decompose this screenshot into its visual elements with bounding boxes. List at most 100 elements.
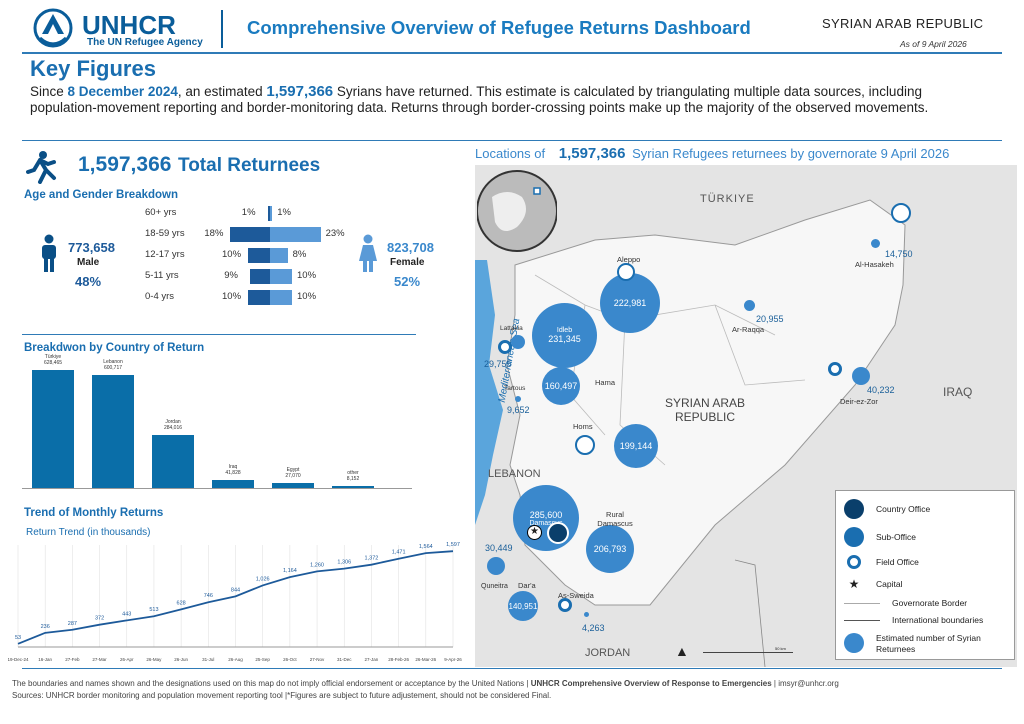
country-value: 41,828 — [225, 470, 241, 477]
report-name: UNHCR Comprehensive Overview of Response… — [530, 679, 772, 688]
trend-x-tick: 31-Jul — [202, 657, 214, 662]
bubble-hasakeh[interactable] — [871, 239, 880, 248]
legend-gov-border: Governorate Border — [844, 598, 967, 608]
intro-post: Syrians have returned. This estimate is … — [30, 84, 929, 115]
sea-shape — [475, 260, 503, 525]
bubble-daraa[interactable]: 140,951 — [508, 591, 538, 621]
bubble-tartous[interactable] — [515, 396, 521, 402]
intl-boundary-line — [844, 619, 880, 621]
bubble-sweida[interactable] — [584, 612, 589, 617]
country-value: 284,016 — [163, 424, 183, 431]
field-office-icon — [828, 362, 842, 376]
bubble-raqqa[interactable] — [744, 300, 755, 311]
legend-label: Field Office — [876, 557, 919, 567]
damascus-value: 285,600 — [529, 509, 563, 520]
bubble-hama[interactable]: 160,497 — [542, 367, 580, 405]
label-syria-1: SYRIAN ARAB — [665, 396, 746, 410]
bubble-homs[interactable]: 199,144 — [614, 424, 658, 468]
legend-returnees: Estimated number of Syrian Returnees — [844, 633, 996, 655]
org-name: UNHCR — [82, 10, 176, 40]
trend-value-label: 287 — [68, 621, 77, 627]
bubble-idleb[interactable]: Idleb 231,345 — [532, 303, 597, 368]
header-divider — [221, 10, 223, 48]
male-label: Male — [77, 257, 100, 268]
rural-damascus-value: 206,793 — [593, 544, 627, 554]
bubble-lattakia[interactable] — [511, 335, 525, 349]
trend-x-tick: 31-Dec — [337, 657, 352, 662]
footer-line-2: Sources: UNHCR border monitoring and pop… — [12, 691, 552, 700]
map-title-post: Syrian Refugees returnees by governorate… — [632, 146, 950, 161]
total-value: 1,597,366 — [78, 153, 172, 176]
trend-x-tick: 27-Jan — [365, 657, 379, 662]
sweida-value: 4,263 — [582, 623, 605, 633]
male-age-pct: 18% — [204, 228, 224, 239]
country-name: Jordan — [165, 418, 181, 425]
key-figures-heading: Key Figures — [30, 56, 156, 81]
country-name: other — [347, 470, 359, 476]
country-bar-label: other 8,152 — [328, 470, 378, 482]
female-pct: 52% — [394, 274, 421, 289]
trend-x-tick: 25-Sep — [255, 657, 270, 662]
bubble-quneitra[interactable] — [487, 557, 505, 575]
legend-intl-boundary: International boundaries — [844, 615, 983, 625]
bubble-aleppo[interactable]: 222,981 — [600, 273, 660, 333]
scale-label: 50 km — [775, 646, 786, 651]
female-age-bar — [270, 206, 273, 221]
female-age-bar — [270, 227, 321, 242]
contact-email[interactable]: | imsyr@unhcr.org — [771, 679, 839, 688]
female-label: Female — [390, 257, 425, 268]
country-bar — [212, 480, 254, 488]
male-age-bar — [248, 290, 270, 305]
map-title-pre: Locations of — [475, 146, 546, 161]
legend-field-office: Field Office — [844, 555, 919, 569]
bubble-rural-damascus[interactable]: 206,793 — [586, 525, 634, 573]
legend-capital: ★ Capital — [844, 577, 903, 591]
country-name: Iraq — [228, 464, 238, 471]
female-age-pct: 1% — [277, 207, 291, 218]
legend-label: Capital — [876, 579, 903, 589]
bubble-deir-ez-zor[interactable] — [852, 367, 870, 385]
hasakeh-value: 14,750 — [885, 249, 913, 259]
country-office-icon — [547, 522, 569, 544]
damascus-name: Damascus — [529, 519, 563, 527]
rural-damascus-name: Rural Damascus — [597, 510, 633, 528]
trend-value-label: 53 — [15, 635, 21, 641]
female-age-pct: 23% — [325, 228, 345, 239]
male-age-pct: 1% — [241, 207, 256, 218]
trend-value-label: 1,260 — [310, 562, 324, 568]
country-value: 628,465 — [43, 360, 63, 367]
idleb-value: 231,345 — [548, 334, 581, 344]
field-office-icon — [558, 598, 572, 612]
sub-office-icon — [617, 263, 635, 281]
header-rule — [22, 52, 1002, 54]
field-office-icon — [847, 555, 861, 569]
trend-value-label: 628 — [177, 600, 186, 606]
sub-office-icon — [891, 203, 911, 223]
daraa-name: Dar'a — [518, 581, 536, 590]
country-name: Lebanon — [103, 359, 123, 366]
legend-label: Governorate Border — [892, 598, 968, 608]
male-age-pct: 9% — [224, 270, 238, 281]
deir-ez-zor-value: 40,232 — [867, 385, 895, 395]
country-bar-label: Egypt 27,070 — [268, 467, 318, 479]
trend-x-tick: 26-May — [146, 657, 162, 662]
label-turkiye: TÜRKIYE — [700, 193, 755, 205]
page-title: Comprehensive Overview of Refugee Return… — [247, 17, 751, 38]
legend-label: International boundaries — [892, 615, 984, 625]
trend-value-label: 1,164 — [283, 568, 297, 574]
female-age-bar — [270, 248, 288, 263]
trend-x-tick: 19-Dec-24 — [8, 657, 29, 662]
homs-value: 199,144 — [619, 441, 653, 451]
unhcr-emblem-icon — [33, 8, 73, 48]
country-name: SYRIAN ARAB REPUBLIC — [822, 16, 984, 31]
age-label: 18-59 yrs — [145, 228, 185, 239]
trend-x-tick: 9-Apr-26 — [444, 657, 462, 662]
male-pct: 48% — [75, 274, 102, 289]
tartous-value: 9,652 — [507, 405, 530, 415]
country-value: 8,152 — [346, 476, 360, 482]
globe-inset — [477, 170, 557, 252]
bubble-damascus[interactable]: 285,600 Damascus — [513, 485, 579, 551]
trend-value-label: 443 — [122, 611, 131, 617]
trend-x-tick: 26-Mar-26 — [415, 657, 436, 662]
country-name: Egypt — [286, 466, 300, 473]
